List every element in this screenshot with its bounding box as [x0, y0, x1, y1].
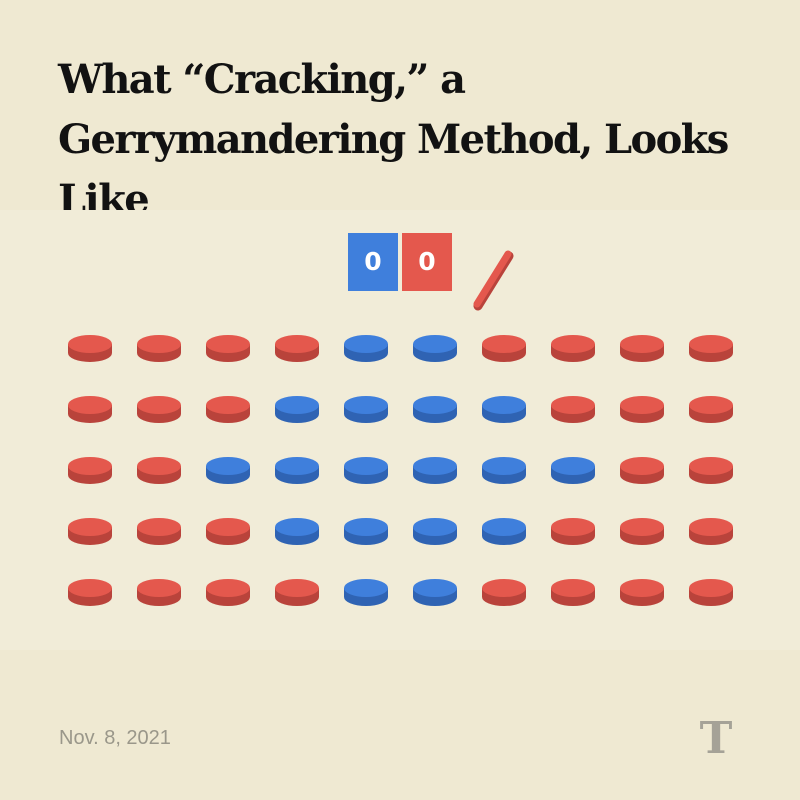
red-voter-token	[275, 335, 319, 362]
diagram-panel	[0, 210, 800, 650]
red-voter-token	[275, 579, 319, 606]
blue-voter-token	[482, 457, 526, 484]
red-voter-token	[206, 579, 250, 606]
red-voter-token	[689, 579, 733, 606]
blue-voter-token	[482, 518, 526, 545]
blue-voter-token	[344, 457, 388, 484]
blue-voter-token	[344, 335, 388, 362]
red-voter-token	[689, 396, 733, 423]
red-voter-token	[68, 396, 112, 423]
blue-voter-token	[413, 335, 457, 362]
blue-voter-token	[413, 579, 457, 606]
red-voter-token	[620, 396, 664, 423]
red-voter-token	[689, 335, 733, 362]
red-voter-token	[482, 579, 526, 606]
red-voter-token	[551, 396, 595, 423]
red-voter-token	[68, 457, 112, 484]
blue-voter-token	[344, 579, 388, 606]
red-voter-token	[206, 396, 250, 423]
red-voter-token	[551, 518, 595, 545]
red-voter-token	[137, 518, 181, 545]
red-voter-token	[620, 518, 664, 545]
red-voter-token	[551, 579, 595, 606]
blue-voter-token	[413, 518, 457, 545]
blue-voter-token	[551, 457, 595, 484]
red-voter-token	[620, 457, 664, 484]
blue-voter-token	[275, 457, 319, 484]
red-voter-token	[482, 335, 526, 362]
red-voter-token	[206, 518, 250, 545]
blue-voter-token	[413, 457, 457, 484]
red-voter-token	[620, 335, 664, 362]
blue-voter-token	[275, 518, 319, 545]
red-voter-token	[689, 518, 733, 545]
blue-voter-token	[482, 396, 526, 423]
red-voter-token	[68, 579, 112, 606]
blue-voter-token	[344, 518, 388, 545]
nyt-logo-icon: T	[699, 713, 733, 764]
red-voter-token	[68, 518, 112, 545]
red-district-count: 0	[402, 233, 452, 291]
blue-voter-token	[344, 396, 388, 423]
red-voter-token	[206, 335, 250, 362]
red-voter-token	[137, 335, 181, 362]
red-voter-token	[137, 457, 181, 484]
blue-voter-token	[206, 457, 250, 484]
headline: What “Cracking,” a Gerrymandering Method…	[58, 56, 729, 223]
red-voter-token	[689, 457, 733, 484]
red-voter-token	[551, 335, 595, 362]
publish-date: Nov. 8, 2021	[59, 727, 171, 749]
red-voter-token	[137, 396, 181, 423]
red-voter-token	[137, 579, 181, 606]
blue-voter-token	[275, 396, 319, 423]
red-voter-token	[68, 335, 112, 362]
blue-district-count: 0	[348, 233, 398, 291]
red-voter-token	[620, 579, 664, 606]
blue-voter-token	[413, 396, 457, 423]
